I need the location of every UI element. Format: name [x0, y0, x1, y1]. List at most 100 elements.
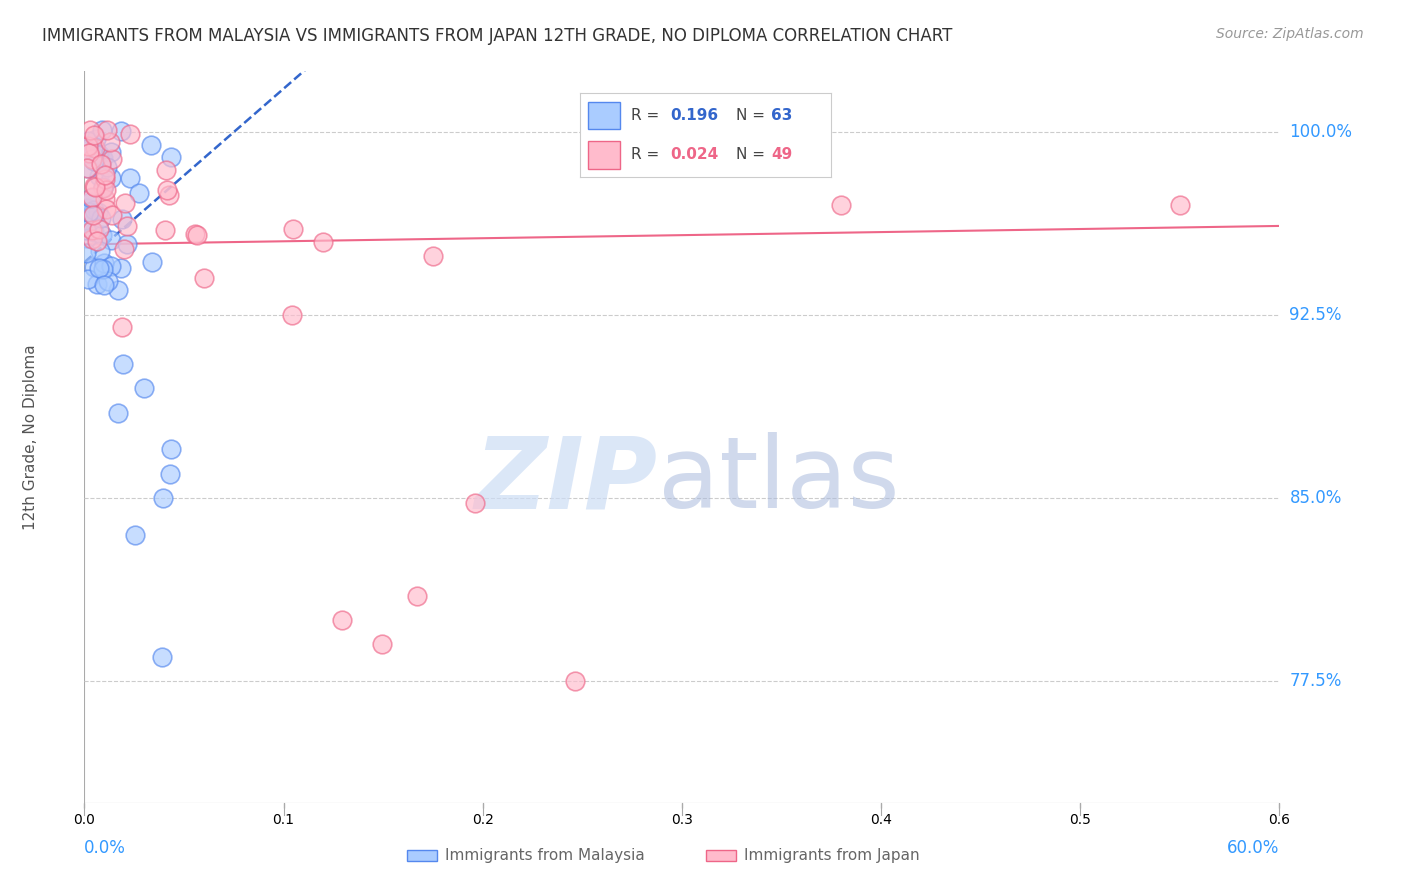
Point: [93, 278, 115, 293]
Point: [84, 180, 107, 194]
Point: [159, 150, 181, 164]
Point: [86, 148, 108, 162]
Point: [312, 235, 335, 250]
Point: [184, 227, 207, 242]
Text: 12th Grade, No Diploma: 12th Grade, No Diploma: [22, 344, 38, 530]
Point: [77, 146, 100, 161]
Point: [115, 236, 138, 251]
Point: [281, 222, 304, 236]
Text: Source: ZipAtlas.com: Source: ZipAtlas.com: [1216, 27, 1364, 41]
Point: [77, 138, 100, 153]
Point: [83, 204, 105, 219]
Point: [76, 201, 98, 215]
Point: [83, 153, 105, 168]
Point: [83, 202, 105, 217]
Point: [75, 142, 97, 156]
Point: [112, 242, 135, 256]
Point: [100, 171, 122, 186]
Text: 85.0%: 85.0%: [1289, 489, 1341, 507]
Point: [80, 152, 103, 166]
Point: [132, 381, 155, 395]
Point: [93, 180, 115, 194]
Point: [96, 160, 118, 174]
Point: [75, 213, 97, 227]
Point: [830, 198, 852, 212]
Point: [160, 442, 183, 457]
Point: [156, 183, 179, 197]
Point: [76, 161, 98, 176]
Point: [330, 613, 353, 627]
Point: [152, 491, 174, 505]
Point: [86, 277, 108, 291]
Point: [101, 208, 124, 222]
Point: [94, 171, 117, 186]
Text: 77.5%: 77.5%: [1289, 672, 1341, 690]
Point: [128, 186, 150, 200]
Point: [91, 228, 114, 243]
Point: [96, 183, 118, 197]
Bar: [408, 849, 437, 862]
Point: [90, 123, 112, 137]
Text: ZIP: ZIP: [475, 433, 658, 530]
Point: [90, 211, 112, 225]
Point: [87, 169, 110, 183]
Point: [100, 233, 122, 247]
Point: [112, 357, 135, 371]
Point: [83, 179, 105, 194]
Point: [1168, 198, 1191, 212]
Point: [87, 147, 110, 161]
Point: [84, 141, 107, 155]
Point: [110, 123, 132, 137]
Point: [94, 192, 117, 206]
Point: [141, 255, 163, 269]
Point: [93, 255, 115, 269]
Point: [91, 151, 114, 165]
Point: [405, 589, 427, 603]
Point: [76, 272, 98, 286]
Point: [83, 225, 105, 239]
Point: [193, 271, 215, 285]
Point: [111, 212, 134, 227]
Point: [75, 144, 97, 158]
Point: [94, 169, 117, 183]
Point: [101, 152, 124, 166]
Point: [371, 637, 394, 651]
Point: [75, 245, 97, 260]
Point: [82, 208, 104, 222]
Point: [97, 274, 120, 288]
Point: [89, 244, 111, 259]
Text: IMMIGRANTS FROM MALAYSIA VS IMMIGRANTS FROM JAPAN 12TH GRADE, NO DIPLOMA CORRELA: IMMIGRANTS FROM MALAYSIA VS IMMIGRANTS F…: [42, 27, 952, 45]
Point: [139, 137, 162, 152]
Point: [114, 196, 136, 211]
Point: [80, 207, 103, 221]
Point: [120, 127, 142, 141]
Point: [75, 223, 97, 237]
Point: [150, 649, 173, 664]
Point: [79, 148, 101, 162]
Point: [153, 223, 176, 237]
Text: 0.0%: 0.0%: [84, 839, 127, 857]
Point: [77, 134, 100, 148]
Point: [564, 673, 586, 688]
Point: [76, 231, 98, 245]
Point: [83, 260, 105, 275]
Point: [107, 406, 129, 420]
Point: [124, 527, 146, 541]
Point: [87, 222, 110, 236]
Text: Immigrants from Malaysia: Immigrants from Malaysia: [446, 848, 645, 863]
Bar: [706, 849, 735, 862]
Point: [82, 223, 104, 237]
Point: [110, 320, 132, 334]
Point: [84, 132, 107, 146]
Point: [76, 161, 98, 176]
Point: [77, 204, 100, 219]
Point: [91, 152, 114, 166]
Text: Immigrants from Japan: Immigrants from Japan: [744, 848, 920, 863]
Point: [90, 157, 112, 171]
Point: [157, 188, 180, 202]
Point: [464, 496, 486, 510]
Text: 60.0%: 60.0%: [1227, 839, 1279, 857]
Text: atlas: atlas: [658, 433, 900, 530]
Point: [80, 191, 103, 205]
Point: [79, 194, 101, 209]
